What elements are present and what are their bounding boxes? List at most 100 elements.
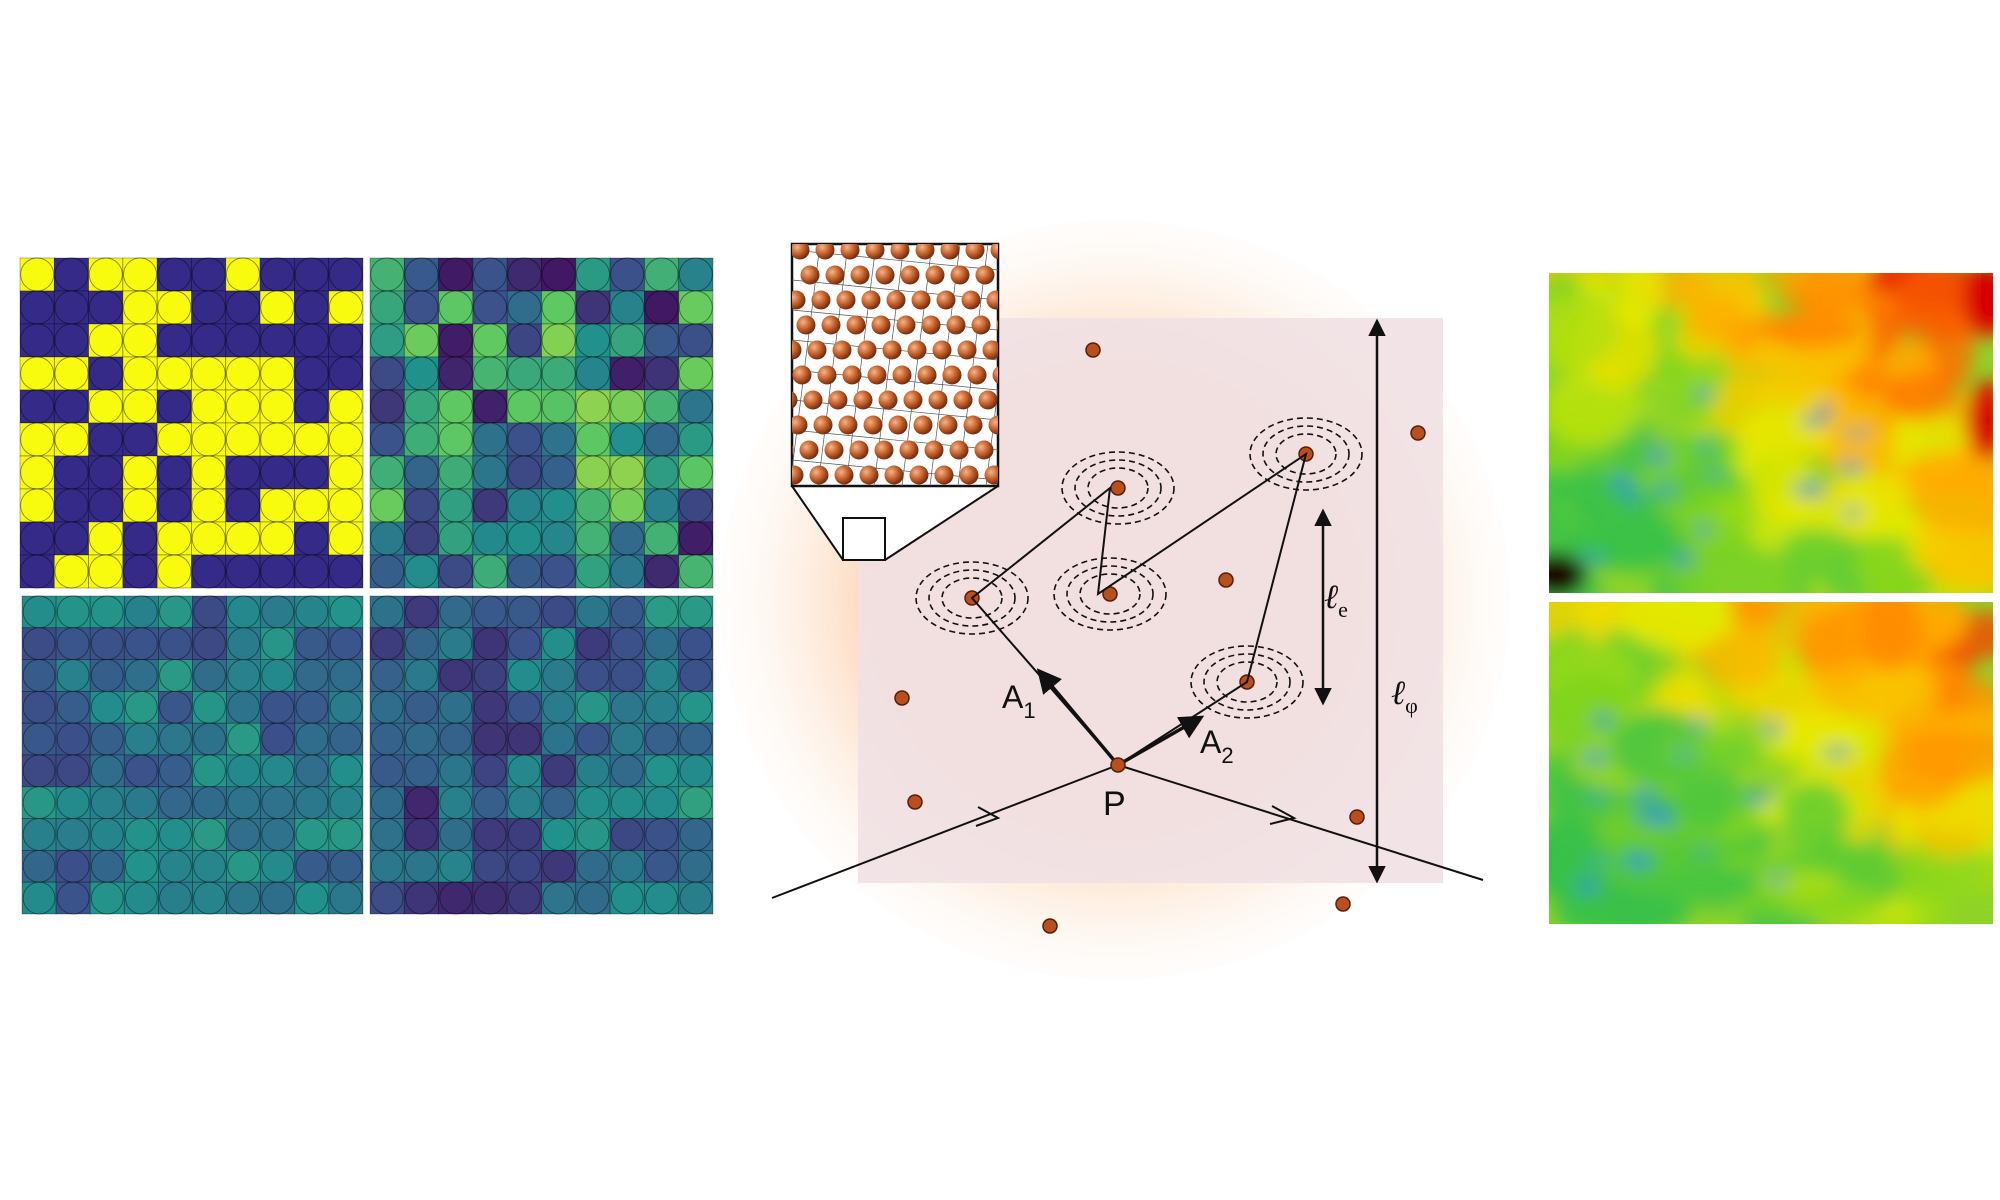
- lattice-site: [329, 627, 363, 661]
- lattice-site: [644, 323, 679, 358]
- lattice-site: [473, 290, 507, 325]
- lattice-atom: [986, 290, 998, 310]
- lattice-site: [541, 389, 576, 424]
- lattice-atom: [975, 265, 995, 285]
- lattice-site: [329, 786, 363, 820]
- heat-blob: [1698, 847, 1711, 856]
- lattice-site: [329, 722, 363, 756]
- lattice-site: [294, 521, 329, 556]
- heat-blob: [1857, 662, 1940, 720]
- lattice-site: [473, 754, 507, 788]
- lattice-site: [507, 323, 542, 358]
- lattice-atom: [911, 290, 931, 310]
- lattice-site: [370, 257, 405, 292]
- lattice-site: [644, 290, 679, 325]
- heat-blob: [1799, 273, 1859, 325]
- lattice-site: [473, 690, 507, 724]
- lattice-site: [225, 323, 260, 358]
- lattice-site: [473, 881, 507, 915]
- lattice-atom: [861, 290, 881, 310]
- lattice-atom: [946, 315, 966, 335]
- lattice-site: [22, 754, 56, 788]
- wave-ring: [1087, 467, 1149, 509]
- lattice-site: [90, 690, 124, 724]
- lattice-site: [473, 849, 507, 883]
- lattice-site: [576, 754, 610, 788]
- lattice-site: [125, 722, 158, 756]
- lattice-site: [90, 595, 124, 629]
- heat-blob: [1779, 529, 1861, 576]
- lattice-site: [88, 488, 123, 523]
- lattice-site: [157, 356, 192, 391]
- impurity-atoms: [894, 342, 1426, 934]
- lattice-atom: [859, 465, 879, 485]
- heat-blob: [1940, 851, 1993, 900]
- heat-blob: [1673, 553, 1695, 567]
- lattice-site: [260, 422, 295, 457]
- heat-blob: [1968, 380, 1993, 460]
- lattice-site: [261, 659, 295, 692]
- lattice-site: [541, 422, 576, 457]
- lattice-atom: [903, 390, 923, 410]
- outgoing-chevron: [1269, 805, 1297, 825]
- lattice-site: [329, 881, 363, 915]
- lattice-site: [507, 422, 542, 457]
- heat-blob: [1894, 273, 1972, 345]
- lattice-atom: [942, 365, 962, 385]
- lattice-site: [678, 422, 713, 457]
- lattice-site: [610, 881, 644, 915]
- lattice-atom: [940, 244, 960, 260]
- lattice-site: [191, 290, 226, 325]
- heat-blob: [1665, 379, 1707, 417]
- lattice-site: [227, 690, 260, 724]
- lattice-site: [610, 455, 645, 490]
- amplitude-1-label: A1: [1002, 679, 1036, 723]
- lattice-site: [294, 389, 329, 424]
- lattice-atom: [792, 340, 802, 360]
- lattice-atom: [949, 440, 969, 460]
- lattice-atom: [849, 440, 869, 460]
- wave-ring: [1079, 573, 1141, 615]
- lattice-site: [193, 818, 226, 851]
- lattice-atom: [957, 340, 977, 360]
- lattice-site: [576, 690, 610, 724]
- elastic-length-label: ℓe: [1324, 579, 1348, 622]
- lattice-site: [227, 818, 260, 851]
- lattice-site: [507, 455, 542, 490]
- lattice-site: [54, 356, 89, 391]
- lattice-site: [542, 690, 575, 724]
- lattice-site: [644, 521, 679, 556]
- lattice-site: [507, 818, 541, 851]
- lattice-site: [125, 659, 158, 692]
- lattice-site: [404, 521, 439, 556]
- lattice-site: [123, 488, 158, 523]
- wave-ring: [1074, 459, 1162, 517]
- lattice-site: [22, 659, 56, 692]
- lattice-site: [159, 849, 192, 883]
- lattice-site: [261, 595, 295, 629]
- lattice-atom: [932, 340, 952, 360]
- lattice-site: [473, 521, 507, 556]
- lattice-site: [404, 554, 439, 589]
- lattice-site: [473, 356, 507, 391]
- lattice-site: [123, 356, 158, 391]
- lattice-site: [159, 754, 192, 788]
- lattice-site: [20, 422, 55, 457]
- lattice-site: [542, 849, 575, 883]
- lattice-atom: [953, 390, 973, 410]
- lattice-atom: [807, 340, 827, 360]
- lattice-site: [157, 257, 192, 292]
- heat-blob: [1698, 441, 1714, 452]
- lattice-site: [157, 455, 192, 490]
- lattice-site: [542, 595, 575, 629]
- lattice-site: [610, 818, 644, 851]
- lattice-site: [507, 257, 542, 292]
- lattice-atom: [959, 465, 979, 485]
- lattice-site: [225, 290, 260, 325]
- heat-blob: [1904, 728, 1993, 785]
- lattice-site: [370, 849, 404, 883]
- heat-blob: [1932, 532, 1993, 592]
- lattice-site: [404, 422, 439, 457]
- lattice-site: [123, 455, 158, 490]
- lattice-site: [54, 488, 89, 523]
